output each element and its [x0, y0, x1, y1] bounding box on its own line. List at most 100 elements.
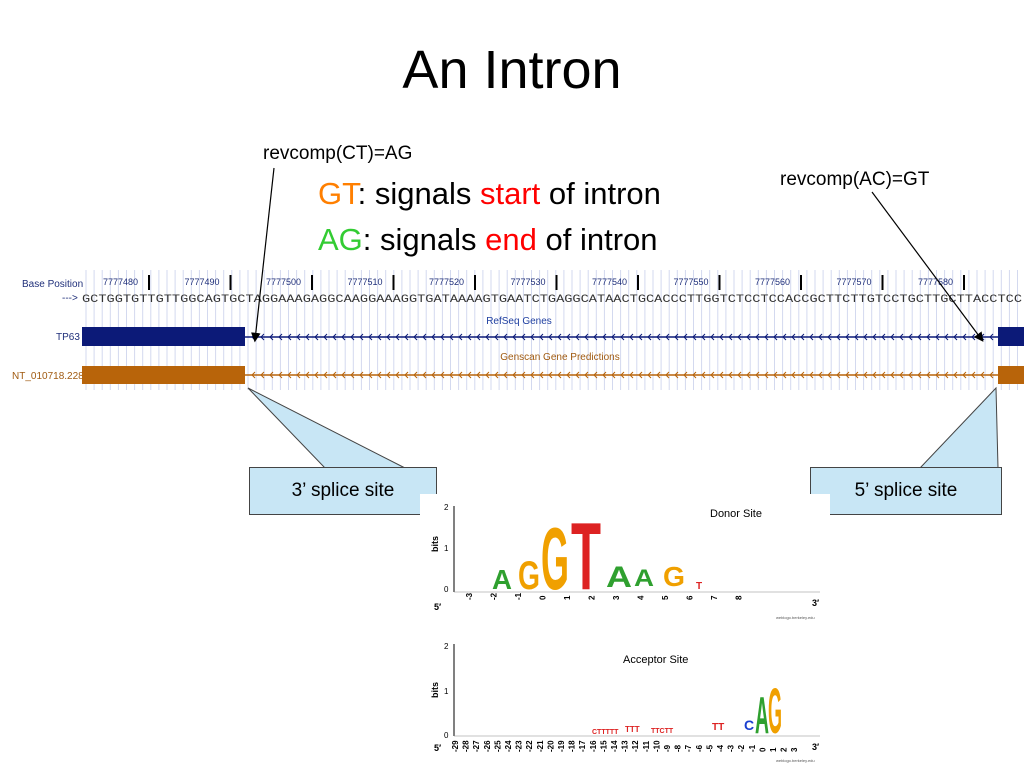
x-tick-label: -3: [465, 592, 474, 600]
intron-chevron: [341, 371, 346, 379]
acceptor-logo-title: Acceptor Site: [623, 654, 688, 666]
signals-text-2: : signals: [362, 222, 486, 257]
intron-chevron: [296, 371, 301, 379]
x-tick-label: -17: [578, 740, 587, 752]
intron-chevron: [287, 333, 292, 341]
intron-chevron: [692, 371, 697, 379]
x-tick-label: -20: [546, 740, 555, 752]
position-ruler: 7777480 7777490 7777500 7777510 7777520 77775…: [103, 275, 965, 290]
acceptor-small-letters-1: CTTTTT: [592, 729, 619, 736]
x-tick-label: 2: [588, 595, 597, 600]
intron-chevron: [656, 371, 661, 379]
intron-chevron: [422, 333, 427, 341]
position-label: 7777570: [837, 277, 872, 287]
intron-chevron: [269, 333, 274, 341]
intron-chevron: [512, 333, 517, 341]
x-tick-label: -22: [525, 740, 534, 752]
intron-chevron: [827, 371, 832, 379]
intron-chevron: [629, 333, 634, 341]
intron-chevron: [620, 371, 625, 379]
acceptor-letters-tt: TT: [712, 722, 724, 733]
x-tick-label: -2: [490, 592, 499, 600]
intron-chevron: [647, 371, 652, 379]
intron-chevron: [701, 333, 706, 341]
donor-ytick-1: 1: [444, 544, 449, 553]
x-tick-label: -19: [557, 740, 566, 752]
x-tick-label: -7: [684, 744, 693, 752]
intron-chevron: [314, 371, 319, 379]
intron-chevron: [719, 371, 724, 379]
intron-chevron: [305, 371, 310, 379]
intron-chevron: [539, 371, 544, 379]
intron-chevron: [539, 333, 544, 341]
intron-chevron: [809, 333, 814, 341]
intron-chevron: [467, 371, 472, 379]
acceptor-site-logo: Acceptor Site 2 1 0 bits CTTTTT TTT TTCT…: [420, 636, 830, 766]
intron-chevron: [323, 333, 328, 341]
position-label: 7777480: [103, 277, 138, 287]
intron-chevron: [944, 371, 949, 379]
x-tick-label: -27: [472, 740, 481, 752]
intron-chevron: [647, 333, 652, 341]
intron-chevron: [431, 371, 436, 379]
intron-chevron: [791, 333, 796, 341]
intron-chevron: [611, 371, 616, 379]
x-tick-label: 3: [790, 747, 799, 752]
acceptor-letter-A-invariant: A: [755, 687, 769, 745]
intron-chevron: [638, 333, 643, 341]
intron-chevron: [872, 371, 877, 379]
x-tick-label: -29: [451, 740, 460, 752]
acceptor-small-letters-2: TTT: [625, 725, 640, 734]
track-label-tp63: TP63: [56, 332, 80, 343]
x-tick-label: -12: [631, 740, 640, 752]
intron-chevron: [656, 333, 661, 341]
x-tick-label: 3: [612, 595, 621, 600]
x-tick-label: 0: [539, 595, 548, 600]
intron-chevron: [386, 333, 391, 341]
intron-chevron: [800, 333, 805, 341]
donor-ylabel: bits: [430, 536, 440, 552]
intron-chevron: [836, 371, 841, 379]
x-tick-label: 6: [686, 595, 695, 600]
position-label: 7777520: [429, 277, 464, 287]
intron-chevron: [575, 371, 580, 379]
intron-chevron: [818, 371, 823, 379]
x-tick-label: -15: [599, 740, 608, 752]
x-tick-label: 1: [563, 595, 572, 600]
x-tick-label: -3: [727, 744, 736, 752]
acceptor-x-ticks: -29 -28 -27 -26 -25 -24 -23 -22 -21 -20 -19 -18 -17-…: [451, 740, 799, 752]
five-prime-splice-site-box: 5’ splice site: [810, 467, 1002, 515]
intron-chevron: [728, 333, 733, 341]
acceptor-3-prime: 3′: [812, 742, 819, 752]
x-tick-label: -24: [504, 740, 513, 752]
acceptor-letter-G-invariant: G: [768, 675, 782, 747]
intron-chevron: [683, 333, 688, 341]
intron-chevron: [791, 371, 796, 379]
intron-chevron: [458, 371, 463, 379]
genscan-exon-right: [998, 366, 1024, 384]
intron-chevron: [665, 333, 670, 341]
x-tick-label: 0: [758, 747, 767, 752]
donor-credit: weblogo.berkeley.edu: [776, 615, 815, 620]
x-tick-label: -1: [514, 592, 523, 600]
x-tick-label: -9: [663, 744, 672, 752]
intron-chevron: [755, 333, 760, 341]
intron-chevron: [521, 333, 526, 341]
signals-text-1: : signals: [357, 176, 480, 211]
intron-chevron: [512, 371, 517, 379]
intron-chevron: [872, 333, 877, 341]
intron-chevron: [332, 371, 337, 379]
arrow-to-5-prime-boundary: [871, 191, 984, 342]
intron-chevron: [800, 371, 805, 379]
intron-chevron: [665, 371, 670, 379]
intron-chevron: [935, 371, 940, 379]
x-tick-label: -18: [568, 740, 577, 752]
intron-chevron: [548, 371, 553, 379]
intron-chevron: [962, 333, 967, 341]
end-word: end: [485, 222, 537, 257]
genome-browser: Base Position ---> 7777480 7777490 7777500…: [0, 270, 1024, 390]
arrow-to-3-prime-boundary: [251, 167, 275, 343]
genscan-exon-left: [82, 366, 245, 384]
intron-chevron: [503, 371, 508, 379]
intron-chevron: [683, 371, 688, 379]
